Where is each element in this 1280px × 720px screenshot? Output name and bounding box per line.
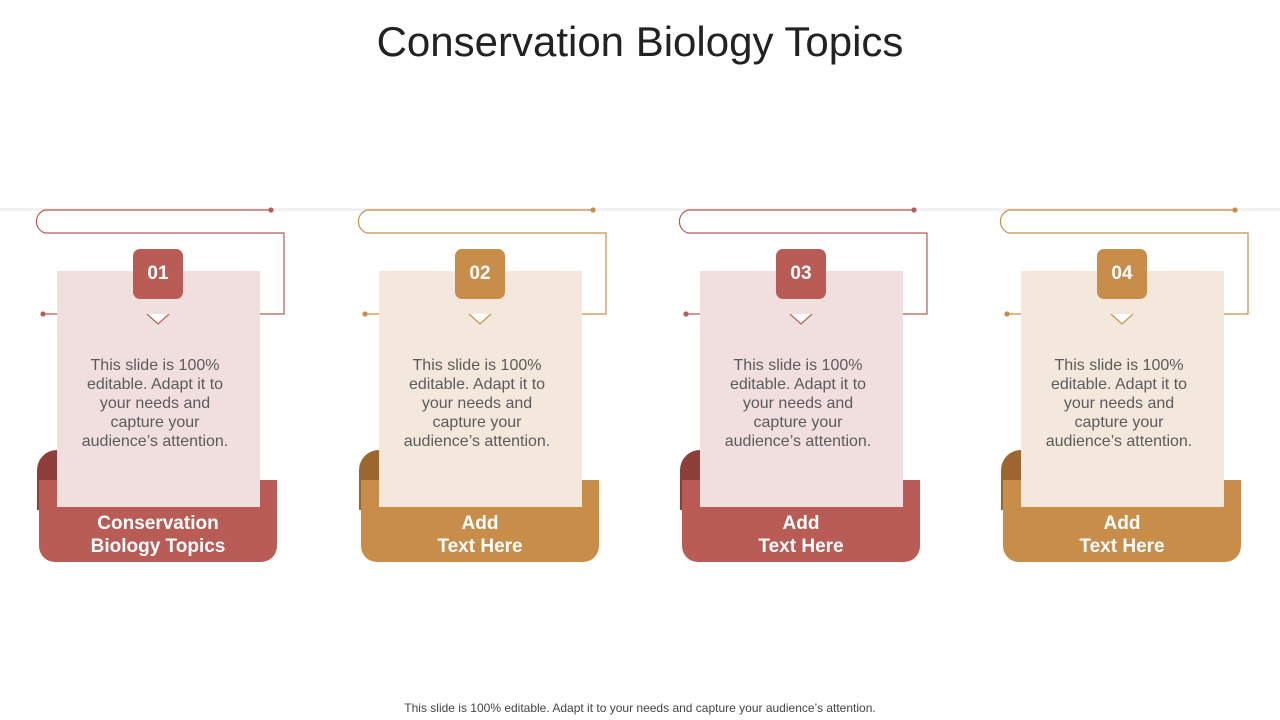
number-badge: 04 — [1097, 249, 1147, 299]
number-badge: 01 — [133, 249, 183, 299]
connector-lines — [35, 207, 285, 317]
connector-lines — [357, 207, 607, 317]
number-badge: 03 — [776, 249, 826, 299]
card-label: Add Text Here — [437, 513, 523, 557]
text-panel — [700, 271, 903, 507]
card-label: Add Text Here — [1079, 513, 1165, 557]
pointer-notch — [146, 314, 170, 325]
card-description: This slide is 100% editable. Adapt it to… — [1045, 357, 1193, 450]
text-panel — [57, 271, 260, 507]
pointer-notch — [1110, 314, 1134, 325]
card-label: Add Text Here — [758, 513, 844, 557]
topic-card-4: 04 This slide is 100% editable. Adapt it… — [983, 200, 1249, 570]
slide-title: Conservation Biology Topics — [376, 18, 904, 65]
text-panel — [379, 271, 582, 507]
card-description: This slide is 100% editable. Adapt it to… — [724, 357, 872, 450]
topic-card-2: 02 This slide is 100% editable. Adapt it… — [341, 200, 607, 570]
topic-card-1: 01 This slide is 100% editable. Adapt it… — [19, 200, 285, 570]
number-badge: 02 — [455, 249, 505, 299]
connector-lines — [999, 207, 1249, 317]
divider-line — [0, 208, 1280, 211]
pointer-notch — [789, 314, 813, 325]
card-description: This slide is 100% editable. Adapt it to… — [403, 357, 551, 450]
connector-lines — [678, 207, 928, 317]
footer-note: This slide is 100% editable. Adapt it to… — [404, 701, 876, 715]
topic-card-3: 03 This slide is 100% editable. Adapt it… — [662, 200, 928, 570]
text-panel — [1021, 271, 1224, 507]
pointer-notch — [468, 314, 492, 325]
card-description: This slide is 100% editable. Adapt it to… — [81, 357, 229, 450]
card-label: Conservation Biology Topics — [90, 513, 226, 557]
